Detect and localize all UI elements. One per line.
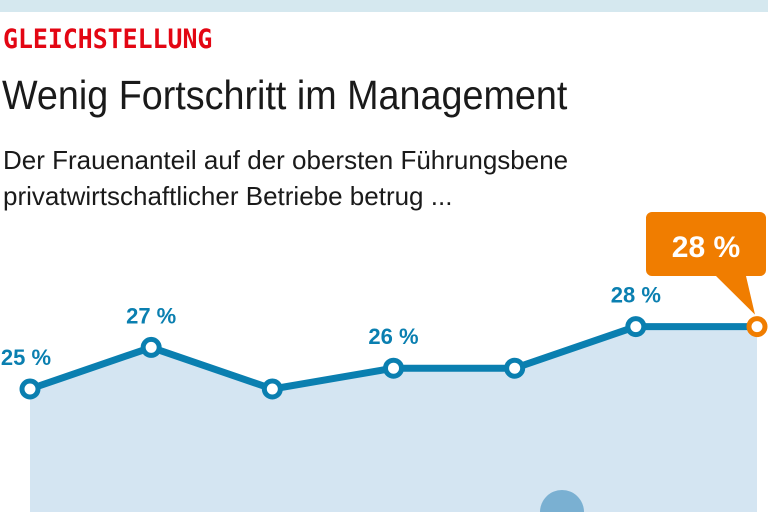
- data-point: [504, 357, 526, 379]
- data-point: [383, 357, 404, 379]
- data-label: 27 %: [126, 303, 176, 328]
- decorative-dot: [540, 490, 584, 512]
- subtitle: Der Frauenanteil auf der obersten Führun…: [3, 145, 569, 211]
- area-fill: [30, 326, 757, 512]
- data-label: 26 %: [368, 324, 418, 349]
- highlight-callout: [646, 212, 766, 315]
- data-point: [625, 316, 647, 338]
- top-band: [0, 0, 768, 12]
- kicker: GLEICHSTELLUNG: [3, 24, 213, 55]
- data-label: 25 %: [1, 345, 51, 370]
- data-point: [746, 316, 768, 338]
- data-point: [19, 378, 41, 400]
- page-title: Wenig Fortschritt im Management: [2, 72, 568, 118]
- data-point: [140, 336, 162, 358]
- highlight-label: 28 %: [672, 231, 740, 264]
- data-point: [261, 378, 283, 400]
- data-label: 28 %: [611, 283, 661, 308]
